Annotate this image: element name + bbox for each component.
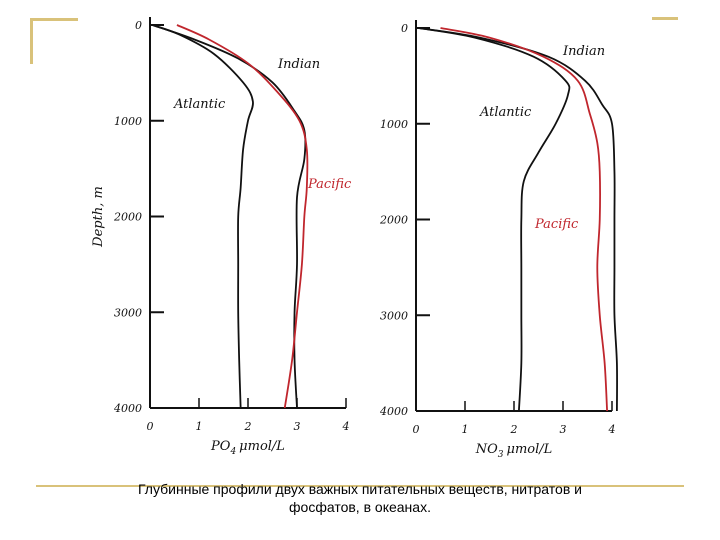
series-line-indian — [418, 27, 618, 412]
x-axis-title: NO3 μmol/L — [475, 442, 553, 460]
series-line-atlantic — [152, 24, 254, 409]
series-label-indian: Indian — [562, 44, 605, 59]
y-tick-label: 3000 — [114, 306, 142, 319]
caption-line-2: фосфатов, в океанах. — [289, 499, 431, 515]
x-tick-label: 0 — [413, 423, 420, 436]
x-axis-title-main: NO — [475, 442, 498, 457]
y-tick-label: 3000 — [380, 309, 408, 322]
y-tick-label: 4000 — [113, 402, 142, 415]
x-axis-title-subscript: 3 — [498, 450, 504, 460]
series-label-atlantic: Atlantic — [479, 105, 532, 120]
series-label-pacific: Pacific — [307, 177, 352, 192]
corner-bar-top-right-h — [652, 17, 678, 20]
x-tick-label: 2 — [244, 420, 252, 433]
x-tick-label: 4 — [342, 420, 350, 433]
corner-bar-top-left-h — [30, 18, 78, 21]
caption-rule-top — [36, 485, 684, 487]
series-line-pacific — [176, 24, 309, 409]
y-tick-label: 2000 — [113, 211, 142, 224]
y-tick-label: 1000 — [114, 115, 142, 128]
series-line-pacific — [440, 27, 608, 412]
y-tick-label: 1000 — [380, 118, 408, 131]
x-axis-title-subscript: 4 — [229, 447, 236, 457]
x-tick-label: 3 — [294, 420, 301, 433]
x-tick-label: 0 — [147, 420, 154, 433]
x-tick-label: 4 — [608, 423, 616, 436]
caption-line-1: Глубинные профили двух важных питательны… — [138, 481, 582, 497]
x-tick-label: 1 — [196, 420, 203, 433]
x-axis-title-unit: μmol/L — [239, 439, 285, 454]
x-axis-title-main: PO — [210, 439, 231, 454]
y-tick-label: 4000 — [379, 405, 408, 418]
series-line-atlantic — [418, 27, 571, 412]
x-axis-title-unit: μmol/L — [507, 442, 553, 457]
x-axis-title: PO4 μmol/L — [210, 439, 285, 457]
y-tick-label: 0 — [401, 22, 408, 35]
series-label-pacific: Pacific — [534, 217, 579, 232]
corner-bar-top-left-v — [30, 18, 33, 64]
y-tick-label: 2000 — [379, 214, 408, 227]
y-axis-title: Depth, m — [91, 186, 106, 248]
x-tick-label: 2 — [510, 423, 518, 436]
figure-caption: Глубинные профили двух важных питательны… — [40, 480, 680, 516]
series-label-atlantic: Atlantic — [173, 97, 226, 112]
x-tick-label: 1 — [462, 423, 469, 436]
series-label-indian: Indian — [277, 57, 320, 72]
series-line-indian — [152, 24, 307, 409]
y-tick-label: 0 — [135, 19, 142, 32]
x-tick-label: 3 — [560, 423, 567, 436]
